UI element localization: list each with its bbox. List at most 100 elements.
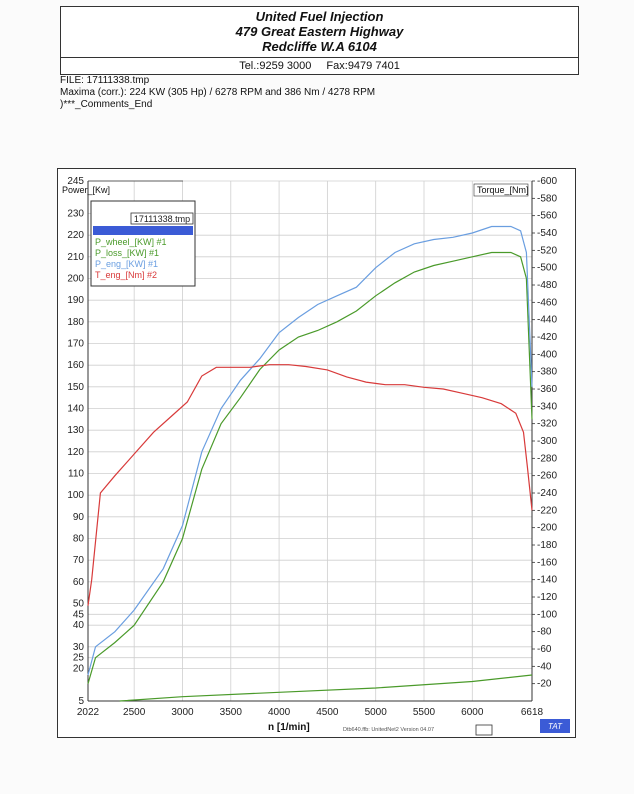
maxima-summary: Maxima (corr.): 224 KW (305 Hp) / 6278 R… [60,87,376,98]
y-right-tick-label: -460 [537,297,557,308]
y-left-tick-label: 210 [67,252,84,263]
logo-badge [540,719,570,733]
y-left-tick-label: 60 [73,577,85,588]
legend-selected-row [93,226,193,235]
y-right-tick-label: -380 [537,367,557,378]
y-right-tick-label: -500 [537,263,557,274]
y-left-tick-label: 5 [78,696,84,707]
y-left-tick-label: 170 [67,339,84,350]
fax-number: Fax:9479 7401 [326,60,400,72]
y-right-tick-label: -480 [537,280,557,291]
y-right-tick-label: -400 [537,349,557,360]
y-left-axis-label: Power_[Kw] [62,185,110,195]
y-right-tick-label: -80 [537,627,552,638]
y-right-axis-label: Torque_[Nm] [477,185,529,195]
y-left-tick-label: 220 [67,230,84,241]
y-right-tick-label: -320 [537,419,557,430]
legend-title-field [130,212,194,225]
x-tick-label: 5500 [413,707,436,718]
address-line-1: 479 Great Eastern Highway [235,24,404,39]
x-tick-label: 2500 [123,707,146,718]
phone-number: Tel.:9259 3000 [239,60,312,72]
x-tick-label: 2022 [77,707,100,718]
y-left-tick-label: 90 [73,512,85,523]
series-lines [87,225,533,702]
y-right-tick-label: -180 [537,540,557,551]
x-tick-label: 4000 [268,707,291,718]
y-right-tick-label: -600 [537,176,557,187]
x-tick-label: 3500 [220,707,243,718]
legend: 17111338.tmp P_wheel_[KW] #1P_loss_[KW] #… [90,200,196,287]
y-left-tick-label: 190 [67,295,84,306]
y-left-tick-label: 245 [67,176,84,187]
y-left-tick-label: 230 [67,209,84,220]
series-line-p-loss-kw- [119,674,533,702]
y-left-tick-label: 45 [73,609,85,620]
contact-row: Tel.:9259 3000 Fax:9479 7401 [61,57,578,75]
y-right-tick-label: -520 [537,245,557,256]
y-right-tick-label: -140 [537,575,557,586]
y-right-tick-label: -440 [537,315,557,326]
x-tick-label: 4500 [316,707,339,718]
y-left-tick-label: 20 [73,664,85,675]
x-tick-label: 5000 [365,707,388,718]
company-name: United Fuel Injection [255,9,384,24]
logo-text: TAT [548,722,563,731]
y-right-tick-label: -300 [537,436,557,447]
file-info: FILE: 17111338.tmp Maxima (corr.): 224 K… [60,75,375,111]
y-right-tick-label: -160 [537,557,557,568]
y-right-tick-label: -560 [537,211,557,222]
address-line-2: Redcliffe W.A 6104 [262,39,377,54]
y-right-tick-label: -420 [537,332,557,343]
y-right-tick-label: -100 [537,609,557,620]
y-right-label-box [473,183,529,197]
y-right-tick-label: -240 [537,488,557,499]
legend-entry: P_wheel_[KW] #1 [95,237,167,247]
y-right-tick-label: -280 [537,453,557,464]
y-right-tick-label: -260 [537,471,557,482]
x-axis-label: n [1/min] [268,722,310,733]
comments-end: )***_Comments_End [60,99,153,110]
dyno-chart-frame: 2022 2500 3000 3500 4000 4500 5000 5500 6000 6618… [57,168,576,738]
y-right-tick-label: -580 [537,193,557,204]
x-tick-label: 3000 [171,707,194,718]
y-left-tick-label: 110 [68,469,84,480]
y-left-tick-label: 160 [67,360,84,371]
y-right-tick-label: -220 [537,505,557,516]
y-right-tick-label: -340 [537,401,557,412]
series-line-p-wheel-kw- [87,251,533,684]
legend-entry: T_eng_[Nm] #2 [95,270,157,280]
series-line-p-eng-kw- [87,225,533,676]
y-right-tick-label: -200 [537,523,557,534]
y-left-tick-label: 130 [67,425,84,436]
legend-entry: P_loss_[KW] #1 [95,248,159,258]
footer-box [475,724,493,736]
y-right-tick-label: -60 [537,644,552,655]
y-left-tick-label: 50 [73,599,85,610]
y-left-tick-label: 30 [73,642,85,653]
y-right-tick-label: -120 [537,592,557,603]
y-left-tick-label: 80 [73,534,85,545]
y-left-tick-label: 180 [67,317,84,328]
y-left-tick-label: 120 [67,447,84,458]
y-right-tick-label: -20 [537,679,552,690]
series-line-t-eng-nm- [87,364,533,606]
y-right-tick-label: -40 [537,661,552,672]
y-right-tick-label: -540 [537,228,557,239]
y-left-tick-label: 100 [67,490,84,501]
y-left-tick-label: 140 [67,404,84,415]
grid-lines [87,180,533,702]
x-tick-label: 6618 [521,707,544,718]
y-right-tick-label: -360 [537,384,557,395]
report-header: United Fuel Injection 479 Great Eastern … [60,6,579,75]
y-left-tick-label: 25 [73,653,85,664]
dyno-chart: 2022 2500 3000 3500 4000 4500 5000 5500 6000 6618… [62,176,570,736]
x-tick-label: 6000 [461,707,484,718]
y-left-tick-label: 70 [73,555,85,566]
legend-entry: P_eng_[KW] #1 [95,259,158,269]
axes: 2022 2500 3000 3500 4000 4500 5000 5500 6000 6618… [62,176,557,733]
version-text: Dtb640.ffb: UnitedNet2 Version 04.07 [343,727,434,733]
y-left-tick-label: 150 [67,382,84,393]
y-left-tick-label: 40 [73,620,85,631]
file-name: FILE: 17111338.tmp [60,75,150,86]
